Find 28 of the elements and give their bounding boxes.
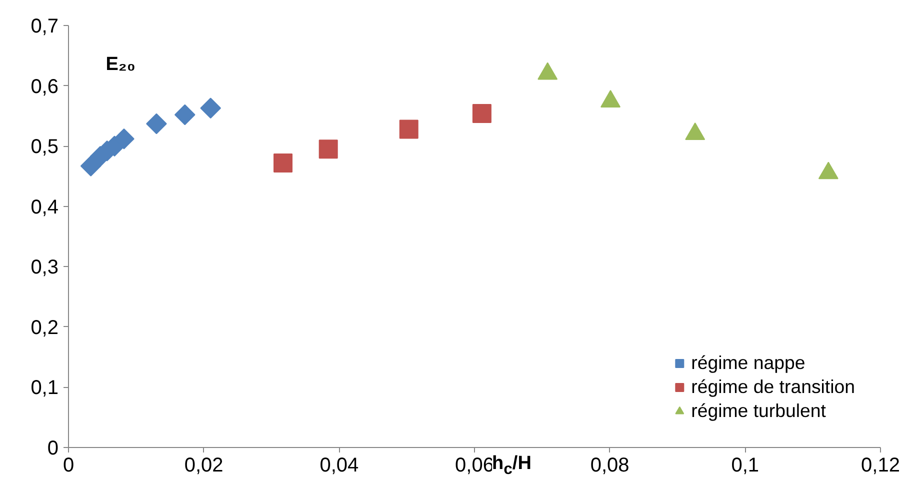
x-tick-label: 0,02 <box>184 454 224 476</box>
y-tick-label: 0,1 <box>30 377 59 400</box>
legend-label: régime de transition <box>691 376 855 398</box>
x-tick-label: 0,1 <box>731 454 760 476</box>
point <box>318 140 338 159</box>
legend-label: régime turbulent <box>691 400 826 422</box>
y-tick-label: 0,4 <box>30 196 59 218</box>
point <box>472 104 492 124</box>
point <box>200 98 221 118</box>
point <box>399 120 418 139</box>
x-axis-title: h$_{c}$/H <box>492 453 532 478</box>
y-tick-label: 0,7 <box>30 16 59 38</box>
y-tick-label: 0,2 <box>30 316 59 339</box>
legend-label: régime nappe <box>691 352 806 374</box>
x-tick-label: 0 <box>62 454 74 476</box>
x-tick-label: 0,08 <box>590 454 630 476</box>
y-tick-label: 0 <box>47 438 58 460</box>
point <box>114 128 134 150</box>
x-tick-label: 0,06 <box>455 454 494 476</box>
x-tick-label: 0,04 <box>320 454 359 476</box>
point <box>274 153 293 172</box>
y-axis-title: E₂₀ <box>106 54 136 76</box>
point <box>174 104 196 126</box>
point <box>146 113 167 134</box>
y-tick-label: 0,6 <box>30 76 59 98</box>
y-tick-label: 0,3 <box>30 256 59 279</box>
y-tick-label: 0,5 <box>30 136 59 158</box>
x-tick-label: 0,12 <box>861 454 900 476</box>
